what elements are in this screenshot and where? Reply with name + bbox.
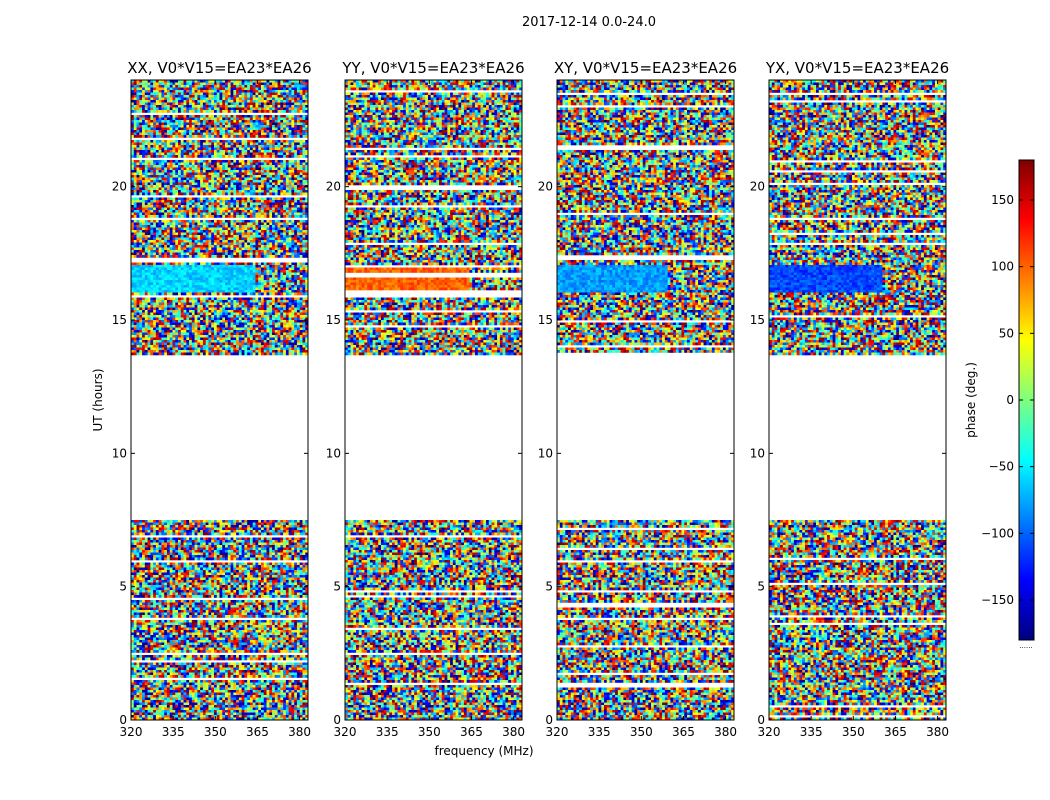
y-tick-label: 5 [757,580,765,594]
phase-image [769,80,946,720]
subplot-grid: XX, V0*V15=EA23*EA26 320 335 350 365 380 0 5 10 1… [112,59,949,739]
subplot-3: XY, V0*V15=EA23*EA26 320 335 350 365 380 0 5 10 1… [538,59,737,739]
y-tick-label: 20 [750,180,765,194]
colorbar-offset-text: ...... [1019,642,1032,650]
colorbar-tick-label: −50 [989,460,1014,474]
colorbar-tick-label: 50 [999,326,1014,340]
y-tick-label: 20 [112,180,127,194]
y-tick-label: 5 [545,580,553,594]
y-tick-label: 15 [326,313,341,327]
x-tick-label: 380 [926,725,949,739]
colorbar-tick-label: 150 [991,193,1014,207]
subplot-title: XY, V0*V15=EA23*EA26 [554,59,737,77]
x-tick-label: 365 [460,725,483,739]
subplot-title: YY, V0*V15=EA23*EA26 [341,59,524,77]
y-tick-label: 15 [538,313,553,327]
y-tick-label: 20 [538,180,553,194]
y-tick-label: 0 [119,713,127,727]
y-tick-label: 15 [112,313,127,327]
y-axis-label: UT (hours) [91,368,105,431]
x-tick-label: 380 [288,725,311,739]
phase-image [345,80,522,720]
x-tick-label: 380 [714,725,737,739]
x-tick-label: 365 [672,725,695,739]
y-tick-label: 10 [326,446,341,460]
x-tick-label: 320 [546,725,569,739]
y-tick-label: 0 [545,713,553,727]
y-tick-label: 0 [333,713,341,727]
x-tick-label: 350 [630,725,653,739]
y-tick-label: 5 [119,580,127,594]
y-tick-label: 10 [750,446,765,460]
x-tick-label: 320 [120,725,143,739]
subplot-4: YX, V0*V15=EA23*EA26 320 335 350 365 380 0 5 10 1… [750,59,949,739]
y-tick-label: 0 [757,713,765,727]
y-tick-label: 10 [112,446,127,460]
x-tick-label: 335 [588,725,611,739]
subplot-title: YX, V0*V15=EA23*EA26 [765,59,949,77]
x-tick-label: 335 [376,725,399,739]
x-tick-label: 320 [334,725,357,739]
colorbar-label: phase (deg.) [964,362,978,438]
suptitle: 2017-12-14 0.0-24.0 [522,15,656,30]
x-tick-label: 365 [246,725,269,739]
subplot-title: XX, V0*V15=EA23*EA26 [127,59,311,77]
subplot-1: XX, V0*V15=EA23*EA26 320 335 350 365 380 0 5 10 1… [112,59,312,739]
colorbar-tick-label: −100 [981,526,1014,540]
x-tick-label: 335 [800,725,823,739]
x-tick-label: 365 [884,725,907,739]
y-tick-label: 15 [750,313,765,327]
x-tick-label: 380 [502,725,525,739]
x-tick-label: 320 [758,725,781,739]
x-tick-label: 350 [842,725,865,739]
subplot-2: YY, V0*V15=EA23*EA26 320 335 350 365 380 0 5 10 1… [326,59,525,739]
y-tick-label: 10 [538,446,553,460]
colorbar-tick-label: 0 [1006,393,1014,407]
y-tick-label: 20 [326,180,341,194]
x-axis-label: frequency (MHz) [434,744,533,758]
x-tick-label: 335 [162,725,185,739]
phase-image [557,80,734,720]
colorbar-tick-label: 100 [991,260,1014,274]
x-tick-label: 350 [204,725,227,739]
y-tick-label: 5 [333,580,341,594]
colorbar: 150 100 50 0 −50 −100 −150 phase (deg.) ...... [964,160,1034,650]
phase-image [131,80,308,720]
x-tick-label: 350 [418,725,441,739]
colorbar-tick-label: −150 [981,593,1014,607]
